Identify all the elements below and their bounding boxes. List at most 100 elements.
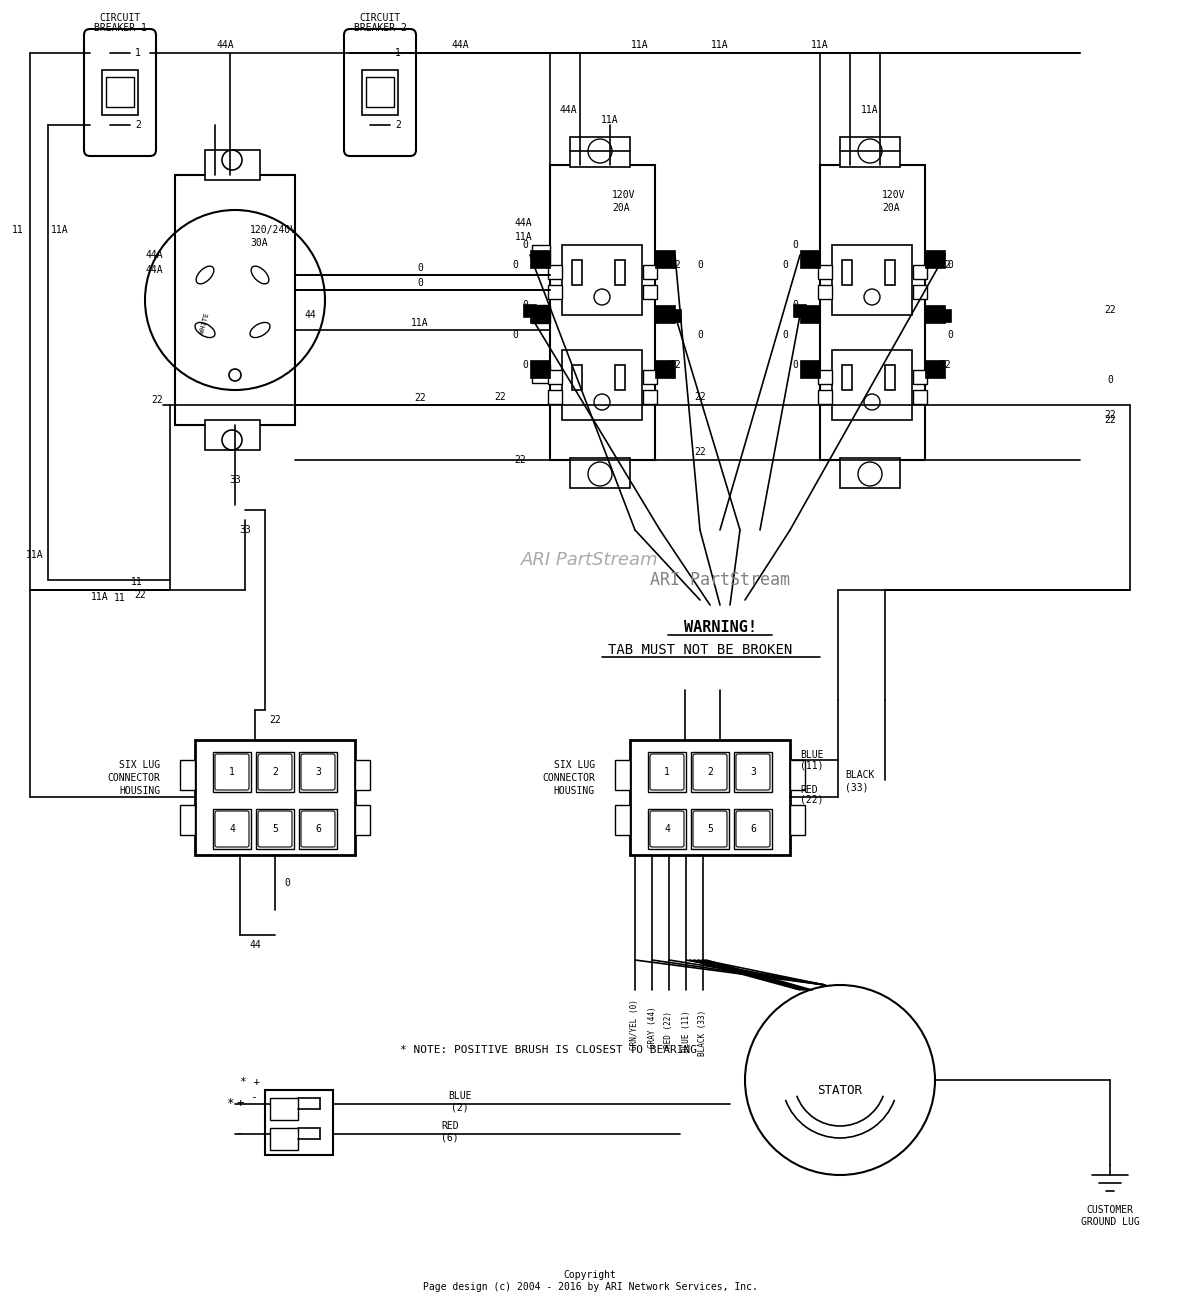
Text: 33: 33 xyxy=(240,525,251,535)
Text: 2: 2 xyxy=(273,767,278,777)
Text: 22: 22 xyxy=(1104,410,1116,421)
Text: WHITE: WHITE xyxy=(199,312,211,335)
Text: 22: 22 xyxy=(939,359,951,370)
Bar xyxy=(106,77,135,107)
Bar xyxy=(643,370,657,384)
Text: 33: 33 xyxy=(229,475,241,486)
Text: 20A: 20A xyxy=(612,203,630,214)
FancyBboxPatch shape xyxy=(650,754,684,790)
Text: -: - xyxy=(250,1092,256,1101)
Text: (33): (33) xyxy=(845,783,868,793)
Text: 0: 0 xyxy=(522,240,527,250)
Bar xyxy=(615,260,625,285)
Text: BLACK (33): BLACK (33) xyxy=(699,1010,708,1056)
Text: 1: 1 xyxy=(664,767,670,777)
Text: 0: 0 xyxy=(948,260,953,270)
Text: 11A: 11A xyxy=(26,549,44,560)
Bar xyxy=(181,760,195,790)
Bar xyxy=(548,285,562,299)
Text: (6): (6) xyxy=(441,1133,459,1143)
Text: 0: 0 xyxy=(948,329,953,340)
Text: 0: 0 xyxy=(792,359,798,370)
Text: 6: 6 xyxy=(315,824,321,835)
Bar xyxy=(205,421,260,450)
Bar xyxy=(270,1128,299,1150)
Text: 2: 2 xyxy=(395,120,401,130)
Bar xyxy=(524,305,536,316)
Bar xyxy=(532,305,550,323)
Bar xyxy=(913,266,927,279)
Ellipse shape xyxy=(195,323,215,337)
Text: 0: 0 xyxy=(1107,375,1113,385)
Bar xyxy=(885,365,894,391)
Text: BREAKER 2: BREAKER 2 xyxy=(354,23,406,33)
Text: 11A: 11A xyxy=(51,225,68,234)
Bar xyxy=(669,310,681,322)
Text: 22: 22 xyxy=(939,260,951,270)
Bar xyxy=(548,391,562,404)
Bar xyxy=(800,250,820,268)
Bar xyxy=(548,370,562,384)
FancyBboxPatch shape xyxy=(301,754,335,790)
Bar xyxy=(832,350,912,421)
Bar xyxy=(820,165,925,460)
Text: TAB MUST NOT BE BROKEN: TAB MUST NOT BE BROKEN xyxy=(608,643,792,658)
Text: 22: 22 xyxy=(494,392,506,402)
Bar xyxy=(362,70,398,115)
Text: (11): (11) xyxy=(800,760,824,769)
Bar xyxy=(195,740,355,855)
Bar xyxy=(562,245,642,315)
Bar xyxy=(818,370,832,384)
Bar xyxy=(800,305,820,323)
Bar xyxy=(562,350,642,421)
Text: 11: 11 xyxy=(114,592,126,603)
Bar xyxy=(818,266,832,279)
Text: SIX LUG: SIX LUG xyxy=(119,760,160,769)
Bar xyxy=(532,245,550,263)
Text: 120/240V: 120/240V xyxy=(250,225,297,234)
Bar xyxy=(840,137,900,167)
Bar xyxy=(913,370,927,384)
Bar xyxy=(530,250,550,268)
Text: 22: 22 xyxy=(135,590,146,600)
Bar xyxy=(818,285,832,299)
Text: 4: 4 xyxy=(229,824,235,835)
Bar xyxy=(648,809,686,849)
Text: RED: RED xyxy=(800,785,818,796)
Text: *: * xyxy=(227,1098,234,1111)
Bar xyxy=(205,150,260,180)
Text: CUSTOMER: CUSTOMER xyxy=(1087,1204,1134,1215)
Text: 11A: 11A xyxy=(514,232,532,242)
Text: 11A: 11A xyxy=(601,115,618,125)
Text: 0: 0 xyxy=(697,329,703,340)
FancyBboxPatch shape xyxy=(650,811,684,848)
Text: 0: 0 xyxy=(792,299,798,310)
Text: 11A: 11A xyxy=(411,318,428,328)
Bar xyxy=(532,365,550,383)
Text: 120V: 120V xyxy=(612,190,636,201)
Bar xyxy=(691,753,729,792)
Text: HOUSING: HOUSING xyxy=(553,786,595,796)
Text: Page design (c) 2004 - 2016 by ARI Network Services, Inc.: Page design (c) 2004 - 2016 by ARI Netwo… xyxy=(422,1282,758,1292)
Bar xyxy=(299,753,337,792)
Text: BLUE: BLUE xyxy=(448,1091,472,1101)
Bar xyxy=(266,1090,333,1155)
Text: 0: 0 xyxy=(792,240,798,250)
Text: 22: 22 xyxy=(514,454,526,465)
Text: 11A: 11A xyxy=(712,40,729,49)
Text: * +: * + xyxy=(240,1077,260,1087)
Text: HOUSING: HOUSING xyxy=(119,786,160,796)
FancyBboxPatch shape xyxy=(736,811,771,848)
Bar xyxy=(648,753,686,792)
Text: 2: 2 xyxy=(135,120,140,130)
FancyBboxPatch shape xyxy=(84,29,156,156)
Bar xyxy=(181,805,195,835)
Bar xyxy=(256,809,294,849)
Text: +: + xyxy=(236,1098,244,1111)
Text: 44A: 44A xyxy=(514,217,532,228)
Text: BLUE: BLUE xyxy=(800,750,824,760)
Bar xyxy=(175,174,295,424)
Text: BREAKER 1: BREAKER 1 xyxy=(93,23,146,33)
Bar xyxy=(270,1098,299,1120)
Bar xyxy=(655,250,675,268)
